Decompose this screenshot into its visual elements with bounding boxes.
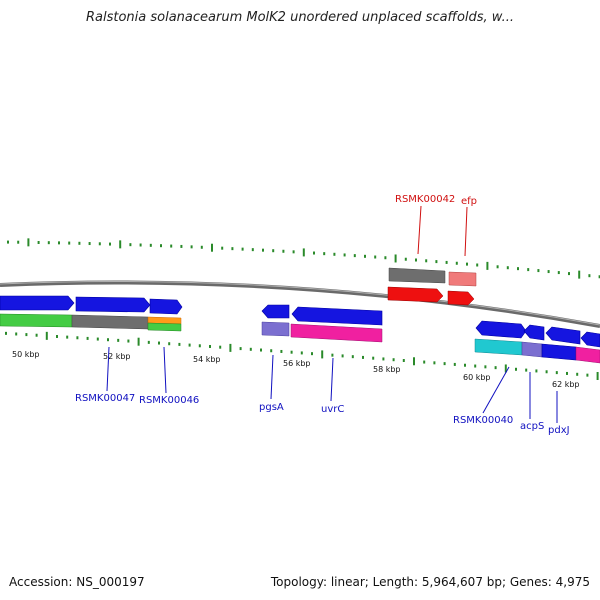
gene-label-rsmk00040[interactable]: RSMK00040 <box>453 415 513 426</box>
annotation-track-magenta <box>290 323 383 343</box>
map-title: Ralstonia solanacearum MolK2 unordered u… <box>85 10 514 25</box>
gene-label-pdxj[interactable]: pdxJ <box>548 425 570 436</box>
leader-lines-red <box>417 205 468 257</box>
lower-tick-row <box>5 331 599 380</box>
genome-backbone <box>0 280 600 328</box>
gene-feature-red[interactable] <box>387 286 444 303</box>
annotation-track-cyan <box>474 338 523 356</box>
annotation-track-purple <box>521 341 543 358</box>
gene-feature[interactable] <box>149 298 183 315</box>
upper-tick-row <box>7 238 600 279</box>
annotation-track-grey <box>71 314 149 330</box>
gene-feature-rsmk00042[interactable] <box>388 267 446 284</box>
leader-lines <box>106 346 558 423</box>
gene-feature[interactable] <box>75 296 151 313</box>
gene-label-uvrc[interactable]: uvrC <box>321 404 344 415</box>
gene-feature[interactable] <box>261 304 290 319</box>
ruler-label-54kbp: 54 kbp <box>193 355 221 364</box>
ruler-label-56kbp: 56 kbp <box>283 359 311 368</box>
annotation-track-green <box>147 322 182 332</box>
ruler-label-62kbp: 62 kbp <box>552 380 580 389</box>
genome-backbone-highlight <box>0 280 600 326</box>
gene-label-rsmk00046[interactable]: RSMK00046 <box>139 395 199 406</box>
gene-feature[interactable] <box>580 331 600 348</box>
gene-label-efp[interactable]: efp <box>461 196 477 207</box>
gene-feature-red[interactable] <box>447 290 475 306</box>
accession-text: Accession: NS_000197 <box>9 575 145 589</box>
gene-label-pgsa[interactable]: pgsA <box>259 402 284 413</box>
genome-summary-text: Topology: linear; Length: 5,964,607 bp; … <box>270 575 590 589</box>
gene-feature[interactable] <box>523 324 545 341</box>
gene-label-acps[interactable]: acpS <box>520 421 544 432</box>
gene-feature-efp[interactable] <box>448 271 477 287</box>
gene-feature[interactable] <box>475 320 527 339</box>
gene-feature[interactable] <box>0 295 75 311</box>
gene-label-rsmk00042[interactable]: RSMK00042 <box>395 194 455 205</box>
gene-feature[interactable] <box>291 306 383 326</box>
annotation-track-purple <box>261 321 290 337</box>
ruler-label-60kbp: 60 kbp <box>463 373 491 382</box>
ruler-label-58kbp: 58 kbp <box>373 365 401 374</box>
gene-feature[interactable] <box>541 343 577 361</box>
gene-label-rsmk00047[interactable]: RSMK00047 <box>75 393 135 404</box>
ruler-label-52kbp: 52 kbp <box>103 352 131 361</box>
annotation-track-magenta <box>575 346 600 364</box>
gene-feature[interactable] <box>545 326 581 345</box>
annotation-track-green <box>0 313 73 328</box>
ruler-label-50kbp: 50 kbp <box>12 350 40 359</box>
